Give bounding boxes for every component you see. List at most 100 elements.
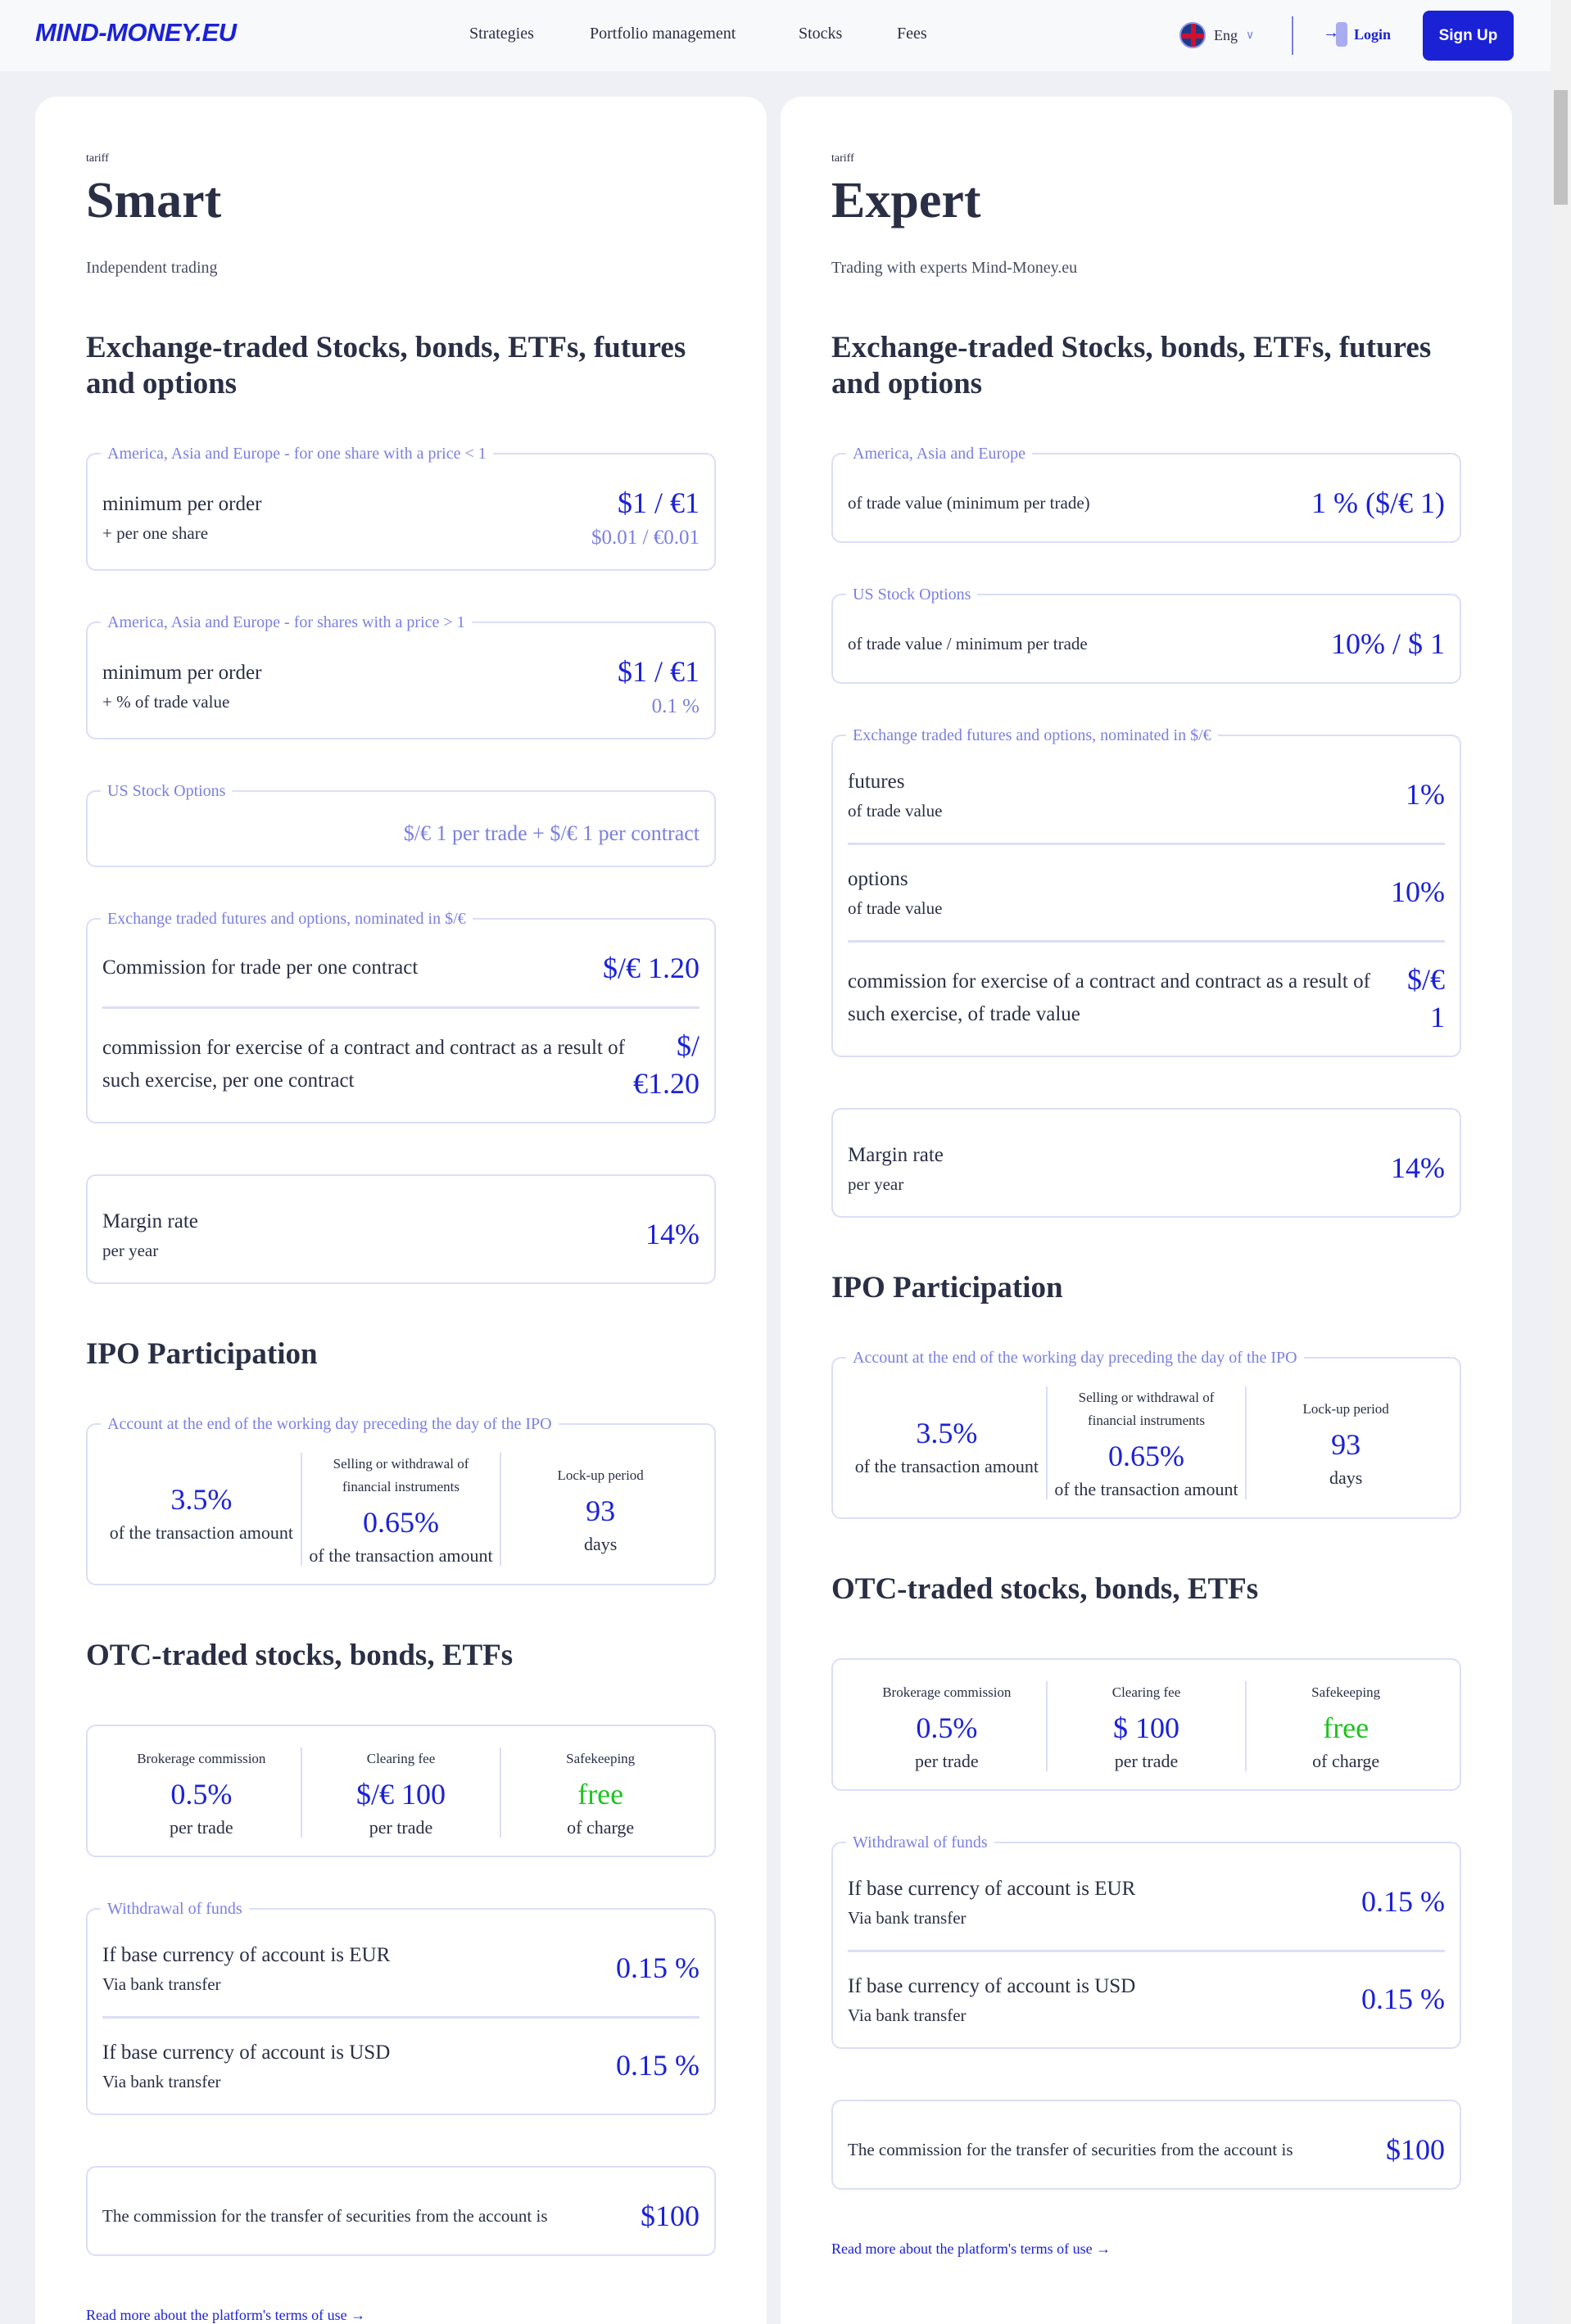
column-sub: of the transaction amount: [109, 1522, 293, 1543]
fee-description: The commission for the transfer of secur…: [102, 2206, 548, 2226]
scrollbar[interactable]: [1551, 0, 1571, 2324]
column-value: $ 100: [1113, 1711, 1179, 1744]
fee-box: US Stock Options $/€ 1 per trade + $/€ 1 …: [86, 781, 716, 867]
fee-row: commission for exercise of a contract an…: [848, 940, 1445, 1041]
fee-box-legend: Account at the end of the working day pr…: [846, 1348, 1304, 1368]
nav-stocks[interactable]: Stocks: [799, 25, 843, 43]
fee-sub-description: Via bank transfer: [102, 1974, 221, 1994]
fee-value: 0.15 %: [616, 2049, 699, 2082]
language-selector[interactable]: Eng ∨: [1179, 22, 1254, 48]
fee-row-text: commission for exercise of a contract an…: [102, 1032, 633, 1097]
fee-box: Account at the end of the working day pr…: [86, 1414, 716, 1585]
fee-value: 10%: [1391, 875, 1445, 908]
section-heading: OTC-traded stocks, bonds, ETFs: [831, 1572, 1259, 1606]
fee-box: Exchange traded futures and options, nom…: [831, 726, 1461, 1057]
fee-row-text: minimum per order + per one share: [102, 488, 261, 545]
fee-value: 0.15 %: [1361, 1983, 1445, 2015]
fee-row-values: 14%: [645, 1215, 699, 1253]
fee-column: 3.5% of the transaction amount: [102, 1453, 301, 1566]
fee-box: Brokerage commission 0.5% per trade Clearin…: [831, 1658, 1461, 1791]
column-label: Safekeeping: [566, 1751, 636, 1766]
login-button[interactable]: Login: [1323, 22, 1391, 47]
terms-link[interactable]: Read more about the platform's terms of …: [86, 2307, 366, 2323]
language-label: Eng: [1214, 26, 1238, 43]
nav-strategies[interactable]: Strategies: [469, 25, 534, 43]
signup-button[interactable]: Sign Up: [1423, 11, 1514, 61]
fee-row: Margin rate per year 14%: [102, 1200, 699, 1268]
fee-column: Selling or withdrawal of financial instr…: [1045, 1386, 1246, 1499]
fee-row-text: of trade value / minimum per trade: [848, 627, 1088, 660]
fee-row-values: $/€ 1: [1401, 961, 1445, 1036]
fee-box: Account at the end of the working day pr…: [831, 1348, 1461, 1519]
top-header: MIND-MONEY.EU Strategies Portfolio manag…: [0, 0, 1551, 71]
column-label: Lock-up period: [557, 1467, 644, 1483]
fee-box-legend: US Stock Options: [101, 781, 233, 801]
fee-row: futures of trade value 1%: [848, 761, 1445, 828]
tariff-subtitle: Independent trading: [86, 259, 218, 277]
fee-box: Brokerage commission 0.5% per trade Clearin…: [86, 1725, 716, 1857]
fee-row-text: of trade value (minimum per trade): [848, 486, 1090, 519]
tariff-title: Smart: [86, 173, 222, 228]
fee-sub-description: of trade value: [848, 801, 943, 821]
fee-description: of trade value / minimum per trade: [848, 634, 1088, 653]
column-label: Selling or withdrawal of financial instr…: [1078, 1390, 1215, 1428]
nav-portfolio-management[interactable]: Portfolio management: [590, 25, 736, 43]
uk-flag-icon: [1179, 22, 1206, 48]
fee-box: Withdrawal of funds If base currency of a…: [86, 1899, 716, 2115]
fee-row-text: If base currency of account is EUR Via ba…: [102, 1939, 390, 1996]
scrollbar-thumb[interactable]: [1554, 90, 1568, 205]
fee-column: Brokerage commission 0.5% per trade: [102, 1748, 301, 1838]
fee-row-text: Commission for trade per one contract: [102, 952, 418, 984]
fee-sub-description: Via bank transfer: [848, 1908, 967, 1928]
tariff-card-expert: tariff Expert Trading with experts Mind-Mo…: [781, 97, 1512, 2324]
fee-row-text: minimum per order + % of trade value: [102, 657, 261, 714]
fee-column: Safekeeping free of charge: [500, 1748, 699, 1838]
fee-row-text: futures of trade value: [848, 766, 942, 823]
nav-fees[interactable]: Fees: [897, 25, 927, 43]
fee-description: futures: [848, 771, 905, 793]
terms-link[interactable]: Read more about the platform's terms of …: [831, 2240, 1111, 2257]
fee-sub-description: of trade value: [848, 898, 943, 918]
column-sub: of the transaction amount: [309, 1545, 493, 1566]
fee-column: Lock-up period 93 days: [500, 1453, 699, 1566]
fee-row-values: 10% / $ 1: [1331, 625, 1445, 662]
fee-value: 14%: [645, 1218, 699, 1250]
fee-row-text: The commission for the transfer of secur…: [848, 2133, 1293, 2166]
column-value: 0.65%: [363, 1506, 439, 1539]
column-value: 0.65%: [1108, 1440, 1184, 1472]
fee-box: Margin rate per year 14%: [831, 1108, 1461, 1218]
divider: [1292, 16, 1293, 55]
fee-row-values: 10%: [1391, 873, 1445, 911]
fee-box: America, Asia and Europe - for one share…: [86, 444, 716, 571]
fee-box-legend: Account at the end of the working day pr…: [101, 1414, 559, 1434]
fee-sub-description: + % of trade value: [102, 692, 230, 712]
fee-value: 1%: [1406, 778, 1445, 811]
logo[interactable]: MIND-MONEY.EU: [35, 18, 237, 47]
fee-row-values: 0.15 %: [616, 2046, 699, 2084]
fee-box: The commission for the transfer of secur…: [831, 2100, 1461, 2190]
fee-row: options of trade value 10%: [848, 843, 1445, 925]
column-value: 3.5%: [916, 1417, 978, 1449]
fee-description: commission for exercise of a contract an…: [848, 970, 1370, 1025]
tariff-label: tariff: [831, 152, 854, 165]
fee-row: of trade value (minimum per trade) 1 % ($…: [848, 479, 1445, 527]
fee-description: Margin rate: [848, 1144, 944, 1166]
column-value: 93: [1331, 1428, 1361, 1461]
fee-value: $100: [641, 2200, 699, 2232]
fee-description: If base currency of account is USD: [848, 1975, 1136, 1997]
fee-row-values: $100: [641, 2197, 699, 2235]
tariff-label: tariff: [86, 152, 109, 165]
fee-value: $100: [1386, 2133, 1445, 2166]
fee-description: commission for exercise of a contract an…: [102, 1037, 625, 1092]
fee-row-text: options of trade value: [848, 863, 942, 920]
fee-box: Margin rate per year 14%: [86, 1174, 716, 1284]
column-label: Brokerage commission: [882, 1684, 1012, 1700]
fee-box-legend: America, Asia and Europe: [846, 444, 1033, 463]
column-value: 0.5%: [916, 1711, 978, 1744]
tariff-card-smart: tariff Smart Independent trading Exchange-t…: [35, 97, 767, 2324]
fee-description: minimum per order: [102, 493, 262, 515]
fee-column: Safekeeping free of charge: [1245, 1681, 1445, 1771]
fee-column: Clearing fee $/€ 100 per trade: [300, 1748, 500, 1838]
section-heading: IPO Participation: [831, 1271, 1063, 1304]
column-value: 93: [586, 1494, 616, 1527]
